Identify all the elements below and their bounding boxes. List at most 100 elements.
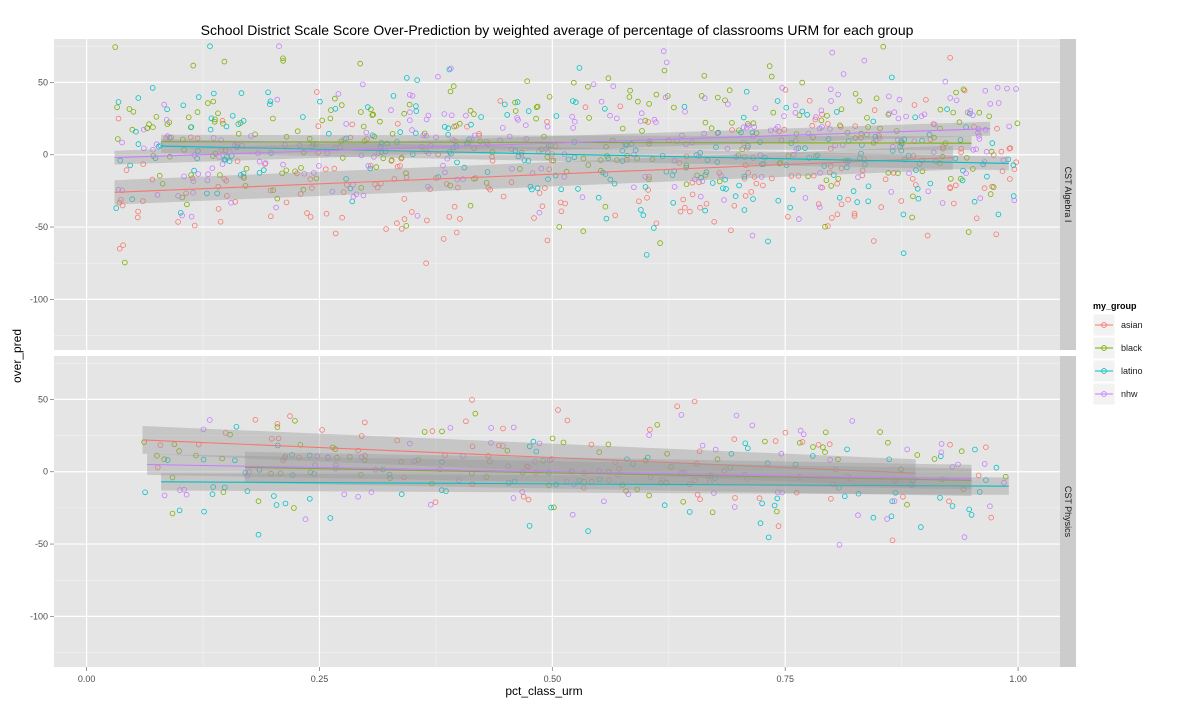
- data-point-black: [211, 119, 218, 125]
- data-point-black: [319, 117, 326, 124]
- data-point-asian: [262, 161, 268, 167]
- data-point-black: [750, 120, 757, 126]
- data-point-black: [370, 111, 376, 118]
- data-point-nhw: [447, 424, 454, 431]
- data-point-black: [447, 182, 453, 189]
- data-point-nhw: [696, 153, 702, 160]
- data-point-black: [773, 508, 780, 515]
- data-point-black: [161, 456, 168, 463]
- data-point-asian: [116, 245, 123, 252]
- facet-panels: -100 -50 0 50 CST Algebra I -100 -50 0 50 CST Phy…: [30, 39, 1076, 667]
- data-point-asian: [728, 227, 734, 234]
- data-point-black: [144, 125, 150, 131]
- data-point-latino: [208, 115, 215, 122]
- data-point-black: [603, 144, 609, 150]
- data-point-asian: [446, 214, 453, 220]
- data-point-black: [585, 84, 591, 90]
- data-point-nhw: [448, 65, 454, 72]
- data-point-latino: [855, 490, 862, 497]
- data-point-nhw: [970, 147, 977, 153]
- data-point-black: [483, 180, 490, 186]
- data-point-black: [292, 168, 298, 175]
- data-point-nhw: [427, 142, 434, 149]
- data-point-nhw: [571, 118, 578, 125]
- data-point-asian: [697, 496, 703, 503]
- data-point-asian: [815, 441, 822, 448]
- data-point-black: [585, 162, 592, 168]
- data-point-asian: [332, 230, 339, 237]
- data-point-black: [605, 75, 612, 81]
- data-point-black: [823, 177, 830, 184]
- data-point-nhw: [752, 105, 759, 112]
- data-point-black: [338, 102, 345, 108]
- data-point-black: [910, 193, 916, 200]
- data-point-black: [714, 456, 721, 463]
- data-point-latino: [971, 198, 978, 205]
- fit-line-latino: [161, 145, 1009, 164]
- data-point-asian: [691, 477, 698, 484]
- data-point-black: [291, 505, 297, 511]
- data-point-black: [504, 447, 511, 454]
- data-point-asian: [432, 499, 439, 506]
- data-point-nhw: [895, 115, 902, 122]
- data-point-black: [877, 125, 883, 132]
- data-point-asian: [423, 260, 429, 267]
- data-point-asian: [788, 173, 795, 179]
- data-point-black: [664, 450, 670, 457]
- data-point-black: [953, 89, 959, 96]
- data-point-black: [380, 155, 387, 162]
- data-point-latino: [390, 93, 397, 99]
- data-point-nhw: [423, 116, 430, 123]
- data-point-asian: [525, 496, 532, 503]
- data-point-black: [634, 486, 640, 493]
- data-point-asian: [219, 117, 226, 124]
- data-point-latino: [364, 104, 371, 110]
- data-point-nhw: [161, 101, 168, 108]
- data-point-asian: [825, 223, 831, 229]
- data-point-nhw: [442, 169, 448, 176]
- legend-label-latino: latino: [1121, 366, 1143, 376]
- data-point-latino: [760, 161, 767, 167]
- data-point-latino: [521, 157, 528, 163]
- data-point-black: [243, 165, 250, 172]
- data-point-asian: [878, 204, 884, 210]
- data-point-asian: [674, 403, 680, 410]
- data-point-black: [188, 172, 194, 178]
- data-point-nhw: [425, 183, 431, 190]
- data-point-nhw: [733, 412, 740, 419]
- data-point-asian: [819, 111, 825, 118]
- facet-strip-label: CST Algebra I: [1063, 167, 1073, 223]
- data-point-asian: [307, 176, 314, 183]
- data-point-nhw: [161, 492, 168, 499]
- data-point-black: [274, 195, 281, 202]
- data-point-latino: [369, 132, 376, 139]
- data-point-asian: [394, 163, 401, 170]
- data-point-nhw: [949, 463, 956, 470]
- data-point-latino: [204, 190, 210, 197]
- data-point-latino: [1010, 162, 1017, 169]
- data-point-nhw: [607, 112, 613, 119]
- data-point-nhw: [886, 110, 892, 117]
- data-point-latino: [728, 450, 735, 457]
- data-point-asian: [950, 200, 957, 207]
- data-point-black: [986, 113, 992, 120]
- data-point-black: [822, 449, 828, 456]
- data-point-asian: [703, 201, 710, 207]
- data-point-nhw: [818, 107, 825, 114]
- data-point-latino: [468, 121, 474, 128]
- data-point-nhw: [671, 184, 678, 190]
- data-point-latino: [317, 98, 323, 105]
- data-point-latino: [229, 113, 236, 119]
- data-point-latino: [989, 140, 996, 146]
- data-point-black: [389, 131, 396, 137]
- data-point-latino: [661, 502, 668, 509]
- data-point-latino: [967, 110, 973, 117]
- data-point-latino: [743, 88, 750, 95]
- data-point-black: [313, 175, 320, 182]
- data-point-asian: [367, 163, 374, 169]
- data-point-black: [739, 146, 746, 153]
- data-point-black: [556, 224, 563, 230]
- data-point-nhw: [262, 160, 269, 166]
- data-point-nhw: [994, 84, 1001, 91]
- data-point-asian: [313, 89, 320, 95]
